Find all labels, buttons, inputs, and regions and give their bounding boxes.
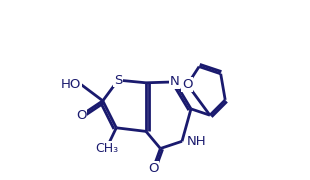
Text: O: O bbox=[76, 109, 86, 122]
Text: S: S bbox=[114, 74, 122, 87]
Text: O: O bbox=[148, 162, 158, 175]
Text: N: N bbox=[170, 75, 180, 88]
Text: NH: NH bbox=[187, 135, 206, 148]
Text: CH₃: CH₃ bbox=[95, 142, 118, 155]
Text: HO: HO bbox=[61, 78, 81, 91]
Text: O: O bbox=[182, 78, 193, 91]
